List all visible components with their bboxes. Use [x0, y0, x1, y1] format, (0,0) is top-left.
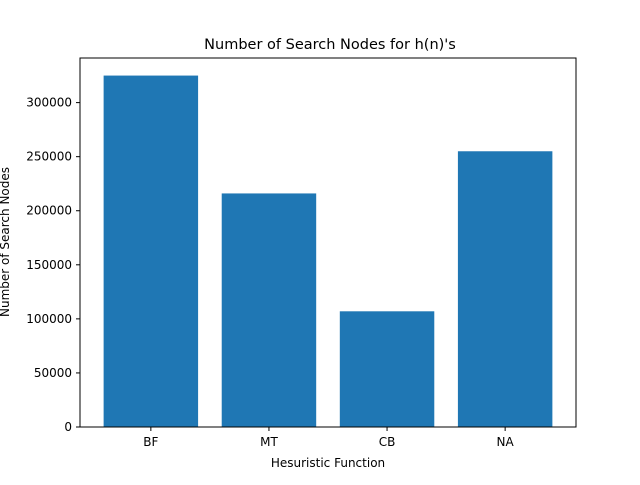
plot-frame	[79, 57, 577, 428]
y-tick-label: 50000	[34, 366, 72, 380]
x-tick-label: CB	[379, 435, 396, 449]
bar-cb	[339, 311, 435, 427]
y-tick-label: 100000	[26, 312, 72, 326]
y-axis-label: Number of Search Nodes	[0, 167, 12, 317]
bar-na	[457, 151, 553, 427]
x-tick-label: MT	[260, 435, 278, 449]
bars-layer	[103, 75, 553, 428]
y-axis: 0 50000 100000 150000 200000 250000 300000	[26, 96, 80, 434]
y-tick-label: 0	[64, 420, 72, 434]
x-tick-label: BF	[143, 435, 158, 449]
y-tick-label: 250000	[26, 150, 72, 164]
bar-mt	[221, 193, 317, 427]
y-tick-label: 200000	[26, 204, 72, 218]
x-axis-label: Hesuristic Function	[271, 456, 385, 470]
bar-bf	[103, 75, 199, 428]
x-axis: BF MT CB NA	[143, 427, 515, 449]
chart-title: Number of Search Nodes for h(n)'s	[204, 37, 456, 53]
x-tick-label: NA	[497, 435, 515, 449]
y-tick-label: 150000	[26, 258, 72, 272]
y-tick-label: 300000	[26, 96, 72, 110]
